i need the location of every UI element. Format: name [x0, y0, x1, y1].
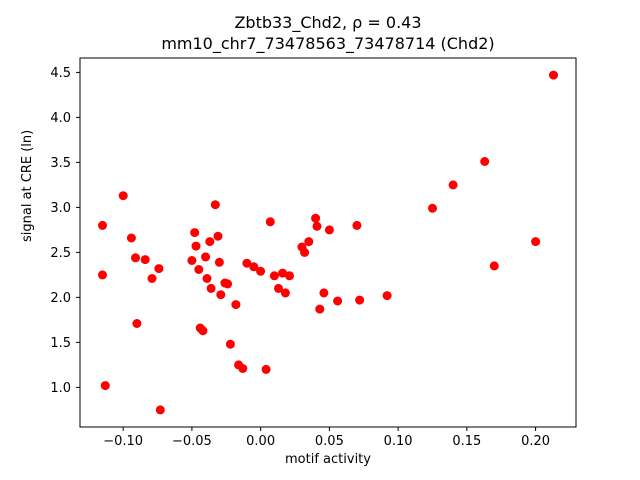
data-point: [274, 283, 283, 293]
x-tick-label: 0.15: [452, 434, 481, 449]
y-tick-label: 4.5: [50, 66, 71, 81]
data-point: [448, 180, 458, 190]
data-point: [531, 237, 541, 247]
x-tick-label: 0.05: [315, 434, 344, 449]
data-point: [428, 203, 437, 213]
data-point: [304, 237, 314, 247]
data-point: [187, 256, 197, 265]
data-point: [223, 279, 233, 289]
data-point: [280, 288, 290, 298]
data-point: [480, 157, 490, 166]
data-point: [231, 300, 241, 310]
data-point: [98, 270, 107, 280]
data-point: [324, 225, 334, 235]
data-point: [242, 258, 252, 268]
chart-subtitle: mm10_chr7_73478563_73478714 (Chd2): [161, 34, 495, 53]
data-point: [155, 405, 165, 415]
y-tick-label: 2.0: [50, 291, 71, 306]
y-tick-label: 4.0: [50, 111, 71, 126]
y-tick-label: 3.5: [50, 156, 71, 171]
data-point: [201, 252, 211, 262]
data-point: [300, 247, 310, 257]
data-point: [315, 304, 325, 314]
data-point: [190, 228, 200, 238]
data-point: [131, 253, 140, 263]
axes-box: [79, 57, 577, 428]
chart-title: Zbtb33_Chd2, ρ = 0.43: [234, 13, 422, 32]
y-tick-label: 3.0: [50, 201, 71, 216]
data-point: [333, 296, 343, 306]
data-point: [319, 288, 329, 298]
data-point: [261, 364, 271, 374]
data-point: [118, 191, 128, 201]
data-point: [100, 381, 110, 391]
data-point: [194, 265, 204, 274]
data-point: [210, 200, 220, 210]
data-point: [285, 271, 294, 281]
y-tick-label: 1.0: [50, 381, 71, 396]
data-point: [269, 271, 279, 281]
data-point: [352, 220, 362, 230]
data-point: [213, 231, 223, 241]
data-point: [549, 70, 558, 80]
data-point: [311, 213, 321, 223]
data-point: [489, 261, 499, 271]
data-point: [132, 319, 142, 328]
data-point: [382, 291, 392, 301]
y-tick-label: 1.5: [50, 336, 71, 351]
data-point: [98, 220, 107, 230]
data-point: [249, 262, 259, 272]
data-point: [278, 268, 288, 278]
data-point: [225, 339, 235, 349]
data-point: [191, 241, 201, 251]
data-point: [126, 233, 136, 243]
data-point: [214, 257, 224, 267]
data-point: [265, 217, 275, 227]
data-point: [202, 274, 212, 283]
x-tick-label: 0.00: [246, 434, 275, 449]
x-tick-label: −0.05: [172, 434, 212, 449]
data-point: [355, 295, 365, 305]
data-point: [147, 274, 157, 283]
data-point: [238, 364, 248, 373]
data-point: [206, 283, 216, 293]
y-tick-label: 2.5: [50, 246, 71, 261]
x-tick-label: −0.10: [103, 434, 143, 449]
data-point: [198, 326, 208, 336]
chart-title-block: Zbtb33_Chd2, ρ = 0.43 mm10_chr7_73478563…: [80, 12, 576, 54]
data-point: [256, 266, 266, 276]
data-point: [205, 237, 215, 247]
data-point: [312, 221, 322, 231]
x-tick-label: 0.10: [384, 434, 413, 449]
data-point: [154, 264, 164, 274]
data-point: [216, 290, 226, 300]
data-point: [140, 255, 150, 265]
x-axis-label: motif activity: [285, 452, 371, 467]
x-tick-label: 0.20: [521, 434, 550, 449]
